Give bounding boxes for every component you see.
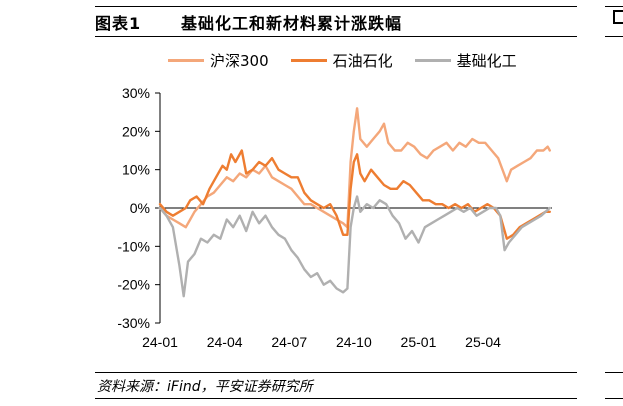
y-tick-label: 10% (122, 162, 150, 178)
figure-title: 基础化工和新材料累计涨跌幅 (181, 14, 403, 33)
adjacent-figure-header-rule (605, 36, 623, 37)
series-line-chem (158, 195, 551, 298)
series-line-hs300 (158, 107, 551, 229)
y-tick-label: 0% (130, 200, 150, 216)
legend-swatch-hs300 (168, 58, 204, 62)
legend-item-chem: 基础化工 (414, 50, 517, 71)
legend-item-hs300: 沪深300 (168, 50, 269, 71)
x-tick-label: 25-01 (401, 334, 437, 350)
footer-bottom-rule (95, 398, 577, 399)
figure-source: 资料来源：iFind，平安证券研究所 (97, 379, 313, 395)
x-tick-label: 24-10 (336, 334, 372, 350)
figure-footer: 资料来源：iFind，平安证券研究所 (95, 372, 577, 399)
chart-legend: 沪深300 石油石化 基础化工 (168, 47, 517, 73)
figure-header: 图表1 基础化工和新材料累计涨跌幅 (95, 0, 577, 38)
adjacent-figure-title-fragment (613, 10, 623, 24)
series-line-petro (158, 149, 551, 240)
adjacent-figure-footer-bottom-rule (605, 398, 623, 399)
y-tick-label: 20% (122, 123, 150, 139)
y-tick-label: -10% (117, 238, 150, 254)
x-tick-label: 24-07 (271, 334, 307, 350)
y-tick-label: -20% (117, 277, 150, 293)
x-tick-label: 24-04 (207, 334, 243, 350)
legend-label-hs300: 沪深300 (210, 51, 269, 70)
legend-label-chem: 基础化工 (456, 51, 517, 70)
y-tick-label: 30% (122, 85, 150, 101)
chart-series (158, 107, 551, 298)
adjacent-figure-top-rule (605, 6, 623, 7)
x-tick-label: 25-04 (465, 334, 501, 350)
legend-swatch-chem (414, 58, 451, 62)
y-tick-label: -30% (117, 315, 150, 331)
footer-top-rule (95, 372, 577, 373)
x-tick-label: 24-01 (142, 334, 178, 350)
adjacent-figure-footer-rule (605, 372, 623, 373)
header-bottom-rule (95, 36, 577, 37)
chart-axes: 30% 20% 10% 0% -10% -20% -30% 24-01 24-04 24-07 24… (117, 85, 552, 350)
legend-item-petro: 石油石化 (290, 50, 393, 71)
figure-number: 图表1 (95, 14, 142, 33)
legend-swatch-petro (290, 58, 327, 62)
legend-label-petro: 石油石化 (332, 51, 393, 70)
header-top-rule (95, 6, 577, 7)
